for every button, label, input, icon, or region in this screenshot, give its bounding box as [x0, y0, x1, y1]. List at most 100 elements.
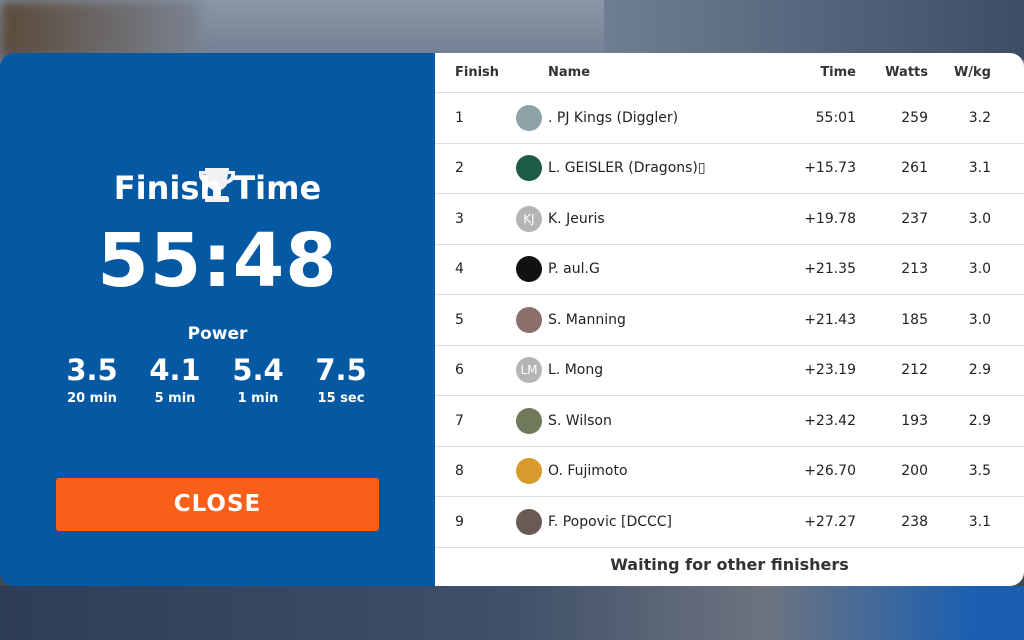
table-row[interactable]: 9 F. Popovic [DCCC] +27.27 238 3.1: [435, 497, 1024, 548]
rider-watts: 185: [901, 311, 928, 328]
power-stat-15sec: 7.5 15 sec: [301, 353, 381, 406]
power-duration: 20 min: [67, 391, 117, 406]
avatar[interactable]: [516, 447, 542, 497]
power-label: Power: [187, 324, 248, 344]
finish-position: 6: [455, 362, 464, 379]
trophy-icon: [199, 168, 235, 202]
header-time: Time: [820, 65, 856, 80]
rider-time: +21.35: [804, 261, 856, 278]
rider-watts: 193: [901, 412, 928, 429]
power-duration: 5 min: [154, 391, 196, 406]
rider-name: S. Manning: [548, 311, 626, 328]
results-table: Finish Name Time Watts W/kg 1 . PJ Kings …: [435, 53, 1024, 586]
rider-wkg: 2.9: [968, 412, 991, 429]
rider-watts: 212: [901, 362, 928, 379]
power-value: 3.5: [66, 353, 118, 387]
rider-time: +26.70: [804, 463, 856, 480]
rider-watts: 238: [901, 513, 928, 530]
finish-position: 9: [455, 513, 464, 530]
finish-position: 7: [455, 412, 464, 429]
header-finish: Finish: [455, 65, 500, 80]
table-row[interactable]: 7 S. Wilson +23.42 193 2.9: [435, 396, 1024, 447]
avatar-image: [516, 306, 542, 333]
table-row[interactable]: 5 S. Manning +21.43 185 3.0: [435, 295, 1024, 346]
finish-position: 4: [455, 261, 464, 278]
avatar[interactable]: [516, 93, 542, 143]
avatar-image: LM: [516, 357, 542, 384]
rider-name: P. aul.G: [548, 261, 600, 278]
background-scene-bottom: [0, 586, 1024, 640]
power-value: 4.1: [149, 353, 201, 387]
table-row[interactable]: 3 KJ K. Jeuris +19.78 237 3.0: [435, 194, 1024, 245]
finish-summary: Finish Time 55:48 Power 3.5 20 min 4.1 5…: [0, 53, 435, 586]
power-value: 5.4: [232, 353, 284, 387]
table-body: 1 . PJ Kings (Diggler) 55:01 259 3.2 2 L. GEIS…: [435, 93, 1024, 548]
finish-time-title: Finish Time: [113, 169, 322, 207]
avatar-image: [516, 155, 542, 182]
header-wkg: W/kg: [953, 65, 991, 80]
rider-watts: 237: [901, 210, 928, 227]
rider-time: +15.73: [804, 160, 856, 177]
power-value: 7.5: [315, 353, 367, 387]
rider-watts: 259: [901, 109, 928, 126]
rider-watts: 200: [901, 463, 928, 480]
table-row[interactable]: 4 P. aul.G +21.35 213 3.0: [435, 245, 1024, 295]
rider-name: O. Fujimoto: [548, 463, 628, 480]
avatar[interactable]: [516, 497, 542, 547]
rider-wkg: 3.0: [968, 261, 991, 278]
table-row[interactable]: 2 L. GEISLER (Dragons)▯ +15.73 261 3.1: [435, 144, 1024, 194]
background-scene-left: [0, 0, 200, 60]
avatar[interactable]: [516, 144, 542, 194]
power-duration: 1 min: [237, 391, 279, 406]
header-name: Name: [548, 65, 591, 80]
avatar[interactable]: [516, 245, 542, 295]
background-scene-right: [604, 0, 1024, 60]
rider-wkg: 3.0: [968, 311, 991, 328]
results-dialog: Finish Time 55:48 Power 3.5 20 min 4.1 5…: [0, 53, 1024, 586]
rider-watts: 261: [901, 160, 928, 177]
rider-time: +23.19: [804, 362, 856, 379]
rider-name: L. GEISLER (Dragons)▯: [548, 160, 706, 177]
rider-time: +27.27: [804, 513, 856, 530]
table-header: Finish Name Time Watts W/kg: [435, 53, 1024, 93]
power-stat-20min: 3.5 20 min: [52, 353, 132, 406]
power-stat-1min: 5.4 1 min: [218, 353, 298, 406]
rider-wkg: 3.1: [968, 513, 991, 530]
avatar-image: [516, 508, 542, 535]
table-row[interactable]: 6 LM L. Mong +23.19 212 2.9: [435, 346, 1024, 396]
rider-name: S. Wilson: [548, 412, 612, 429]
rider-time: +23.42: [804, 412, 856, 429]
table-row[interactable]: 1 . PJ Kings (Diggler) 55:01 259 3.2: [435, 93, 1024, 144]
rider-name: F. Popovic [DCCC]: [548, 513, 673, 530]
power-stat-5min: 4.1 5 min: [135, 353, 215, 406]
avatar[interactable]: [516, 295, 542, 345]
rider-time: +19.78: [804, 210, 856, 227]
rider-time: +21.43: [804, 311, 856, 328]
rider-name: L. Mong: [548, 362, 604, 379]
rider-wkg: 2.9: [968, 362, 991, 379]
rider-time: 55:01: [815, 109, 856, 126]
finish-position: 2: [455, 160, 464, 177]
avatar-image: [516, 458, 542, 485]
finish-position: 5: [455, 311, 464, 328]
rider-wkg: 3.1: [968, 160, 991, 177]
avatar[interactable]: LM: [516, 346, 542, 396]
rider-wkg: 3.5: [968, 463, 991, 480]
finish-position: 8: [455, 463, 464, 480]
avatar[interactable]: KJ: [516, 194, 542, 244]
avatar-image: KJ: [516, 205, 542, 232]
rider-wkg: 3.2: [968, 109, 991, 126]
rider-name: . PJ Kings (Diggler): [548, 109, 679, 126]
power-duration: 15 sec: [317, 391, 365, 406]
waiting-status: Waiting for other finishers: [610, 555, 849, 574]
avatar-image: [516, 104, 542, 131]
finish-time-value: 55:48: [97, 218, 338, 304]
rider-name: K. Jeuris: [548, 210, 605, 227]
rider-wkg: 3.0: [968, 210, 991, 227]
close-button[interactable]: CLOSE: [56, 478, 379, 531]
avatar[interactable]: [516, 396, 542, 446]
table-row[interactable]: 8 O. Fujimoto +26.70 200 3.5: [435, 447, 1024, 497]
finish-position: 1: [455, 109, 464, 126]
avatar-image: [516, 256, 542, 283]
rider-watts: 213: [901, 261, 928, 278]
